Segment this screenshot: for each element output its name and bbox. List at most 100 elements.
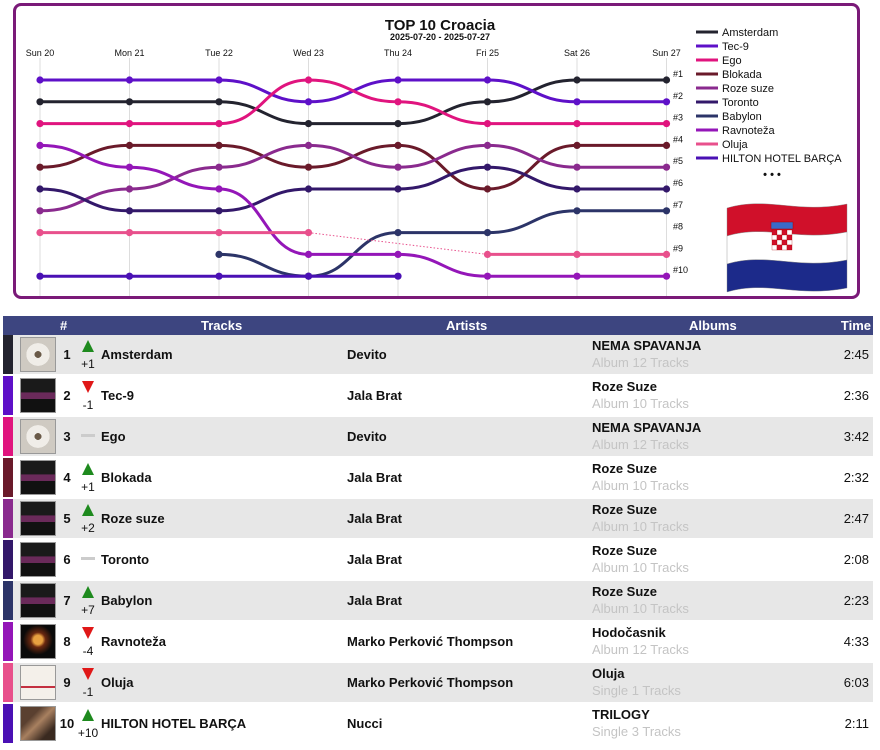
table-row[interactable]: 10 +10 HILTON HOTEL BARÇA Nucci TRILOGY Singl…: [3, 704, 873, 745]
legend-entry: Babylon: [722, 111, 762, 123]
series-point-8: [304, 229, 313, 237]
series-point-3: [483, 185, 492, 193]
series-point-4: [483, 141, 492, 149]
album-info: Album 12 Tracks: [592, 437, 689, 452]
rank-label: #5: [673, 156, 683, 166]
legend-entry: Blokada: [722, 69, 763, 81]
artist-name[interactable]: Marko Perković Thompson: [347, 675, 514, 690]
table-row[interactable]: 7 +7 Babylon Jala Brat Roze Suze Album 10 Tra…: [3, 581, 873, 622]
track-name[interactable]: Blokada: [101, 470, 152, 485]
series-point-3: [215, 141, 223, 149]
table-row[interactable]: 4 +1 Blokada Jala Brat Roze Suze Album 10 Tra…: [3, 458, 873, 499]
series-point-0: [662, 76, 671, 84]
row-color-bar: [3, 581, 13, 620]
album-name[interactable]: Roze Suze: [592, 461, 658, 476]
track-duration: 2:32: [843, 470, 869, 485]
album-name[interactable]: Roze Suze: [592, 502, 658, 517]
artist-name[interactable]: Jala Brat: [347, 552, 402, 567]
rank-label: #9: [673, 243, 683, 253]
series-point-1: [125, 76, 134, 84]
track-name[interactable]: Toronto: [101, 552, 150, 567]
series-point-0: [304, 120, 313, 128]
row-color-bar: [3, 376, 13, 415]
rank-change: -1: [82, 685, 94, 699]
coat-of-arms-crown: [770, 221, 794, 230]
series-point-5: [304, 185, 313, 193]
series-point-4: [215, 163, 223, 171]
rank-change: -4: [82, 644, 94, 658]
x-tick-label: Sat 26: [564, 48, 590, 58]
series-point-6: [394, 229, 402, 237]
track-name[interactable]: Oluja: [101, 675, 134, 690]
album-name[interactable]: TRILOGY: [592, 707, 650, 722]
album-name[interactable]: Roze Suze: [592, 584, 658, 599]
album-name[interactable]: NEMA SPAVANJA: [592, 420, 702, 435]
table-row[interactable]: 1 +1 Amsterdam Devito NEMA SPAVANJA Album 12 …: [3, 335, 873, 376]
coat-of-arms-square: [781, 229, 788, 236]
album-name[interactable]: Oluja: [592, 666, 625, 681]
coat-of-arms-square: [776, 229, 783, 236]
artist-name[interactable]: Jala Brat: [347, 593, 402, 608]
artist-name[interactable]: Jala Brat: [347, 388, 402, 403]
table-row[interactable]: 6 Toronto Jala Brat Roze Suze Album 10 Track…: [3, 540, 873, 581]
album-cover-image: [20, 419, 56, 454]
coat-of-arms-square: [781, 244, 788, 251]
table-row[interactable]: 8 -4 Ravnoteža Marko Perković Thompson Hodoč…: [3, 622, 873, 663]
rank-change: +10: [77, 726, 99, 740]
album-name[interactable]: Hodočasnik: [592, 625, 666, 640]
track-name[interactable]: Babylon: [101, 593, 153, 608]
legend-entry: Tec-9: [722, 41, 749, 53]
series-point-4: [573, 163, 581, 171]
album-info: Album 10 Tracks: [592, 396, 689, 411]
series-point-4: [304, 141, 313, 149]
track-name[interactable]: Ego: [101, 429, 126, 444]
trend-same-icon: [81, 434, 95, 437]
album-info: Album 10 Tracks: [592, 519, 689, 534]
track-name[interactable]: Tec-9: [101, 388, 134, 403]
croatia-flag-icon: [726, 203, 848, 293]
album-info: Single 1 Tracks: [592, 683, 681, 698]
album-info: Album 12 Tracks: [592, 642, 689, 657]
artist-name[interactable]: Nucci: [347, 716, 383, 731]
series-point-8: [662, 250, 671, 258]
x-tick-label: Tue 22: [205, 48, 233, 58]
table-row[interactable]: 3 Ego Devito NEMA SPAVANJA Album 12 Tracks 3:…: [3, 417, 873, 458]
series-point-3: [36, 163, 44, 171]
coat-of-arms-square: [781, 234, 788, 241]
rank-change: +1: [81, 357, 95, 371]
rank-change: -1: [82, 398, 94, 412]
series-point-6: [483, 229, 492, 237]
header-rank: #: [60, 318, 68, 333]
artist-name[interactable]: Jala Brat: [347, 511, 402, 526]
table-row[interactable]: 5 +2 Roze suze Jala Brat Roze Suze Album 10 T…: [3, 499, 873, 540]
series-point-7: [125, 163, 134, 171]
track-name[interactable]: Ravnoteža: [101, 634, 167, 649]
album-info: Album 10 Tracks: [592, 601, 689, 616]
series-point-8: [36, 229, 44, 237]
series-point-8: [215, 229, 223, 237]
artist-name[interactable]: Jala Brat: [347, 470, 402, 485]
track-name[interactable]: Roze suze: [101, 511, 165, 526]
table-header: # Tracks Artists Albums Time: [3, 316, 873, 335]
artist-name[interactable]: Marko Perković Thompson: [347, 634, 514, 649]
rank-label: #1: [673, 69, 683, 79]
series-point-7: [483, 272, 492, 280]
track-name[interactable]: Amsterdam: [101, 347, 173, 362]
table-row[interactable]: 2 -1 Tec-9 Jala Brat Roze Suze Album 10 Track…: [3, 376, 873, 417]
series-point-5: [125, 207, 134, 215]
artist-name[interactable]: Devito: [347, 429, 387, 444]
album-name[interactable]: NEMA SPAVANJA: [592, 338, 702, 353]
row-color-bar: [3, 417, 13, 456]
series-point-8: [483, 250, 492, 258]
rank: 6: [63, 552, 71, 567]
track-duration: 2:08: [843, 552, 869, 567]
series-point-4: [36, 207, 44, 215]
series-point-5: [215, 207, 223, 215]
album-name[interactable]: Roze Suze: [592, 543, 658, 558]
rank-label: #6: [673, 178, 683, 188]
series-point-1: [662, 98, 671, 106]
artist-name[interactable]: Devito: [347, 347, 387, 362]
track-name[interactable]: HILTON HOTEL BARÇA: [101, 716, 247, 731]
table-row[interactable]: 9 -1 Oluja Marko Perković Thompson Oluja Sing…: [3, 663, 873, 704]
album-name[interactable]: Roze Suze: [592, 379, 658, 394]
